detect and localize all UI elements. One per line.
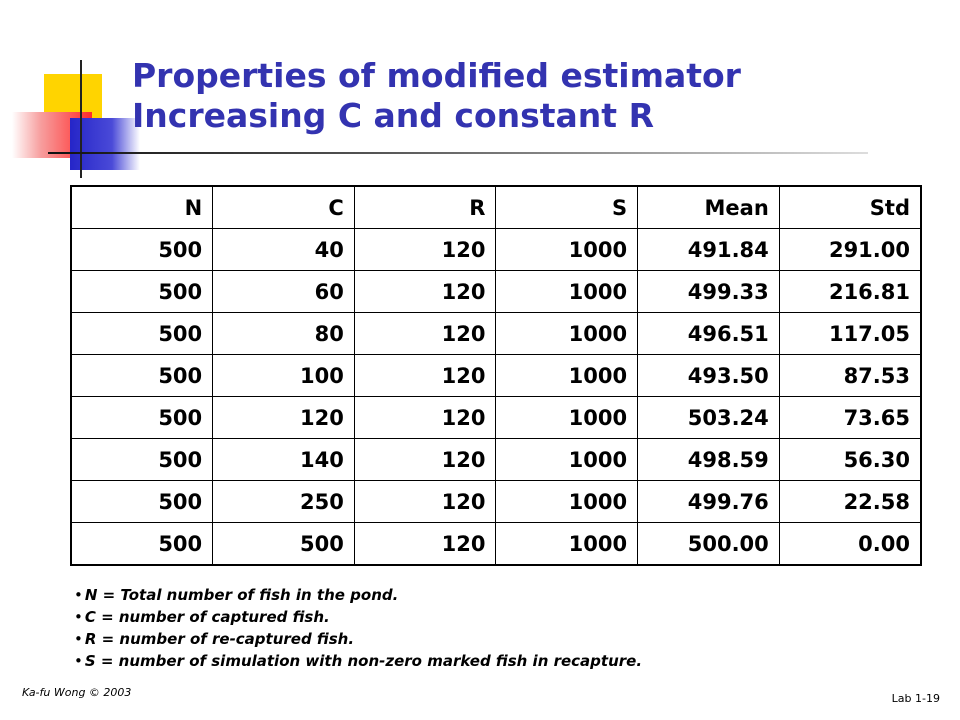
table-row: 500 250 120 1000 499.76 22.58 (70, 480, 922, 523)
cell-std: 216.81 (778, 270, 922, 313)
cell-std: 56.30 (778, 438, 922, 481)
cell-mean: 500.00 (637, 522, 780, 566)
table-row: 500 500 120 1000 500.00 0.00 (70, 522, 922, 566)
bullet-icon: • (74, 586, 83, 604)
cell-c: 250 (212, 480, 355, 523)
slide-title: Properties of modified estimator Increas… (132, 56, 741, 136)
cell-r: 120 (353, 522, 497, 566)
header-n: N (70, 185, 214, 229)
cell-mean: 503.24 (637, 396, 780, 439)
cell-s: 1000 (495, 270, 639, 313)
cell-c: 120 (212, 396, 355, 439)
cell-n: 500 (70, 480, 214, 523)
cell-r: 120 (353, 354, 497, 397)
cell-mean: 493.50 (637, 354, 780, 397)
cell-r: 120 (353, 396, 497, 439)
cell-r: 120 (353, 228, 497, 271)
table-row: 500 100 120 1000 493.50 87.53 (70, 354, 922, 397)
results-table: N C R S Mean Std 500 40 120 1000 491.84 … (70, 185, 922, 566)
title-underline (48, 152, 868, 154)
footer-author: Ka-fu Wong © 2003 (22, 686, 132, 699)
cell-r: 120 (353, 438, 497, 481)
cell-std: 87.53 (778, 354, 922, 397)
note-text: S = number of simulation with non-zero m… (84, 652, 643, 670)
cell-c: 80 (212, 312, 355, 355)
header-r: R (353, 185, 497, 229)
cell-std: 0.00 (778, 522, 922, 566)
cell-std: 22.58 (778, 480, 922, 523)
cell-mean: 499.76 (637, 480, 780, 523)
cell-s: 1000 (495, 396, 639, 439)
title-line-2: Increasing C and constant R (132, 96, 654, 135)
header-s: S (495, 185, 639, 229)
cell-r: 120 (353, 312, 497, 355)
note-text: C = number of captured fish. (84, 608, 330, 626)
table-row: 500 120 120 1000 503.24 73.65 (70, 396, 922, 439)
cell-mean: 499.33 (637, 270, 780, 313)
note-text: R = number of re-captured fish. (84, 630, 355, 648)
cell-s: 1000 (495, 480, 639, 523)
note-text: N = Total number of fish in the pond. (84, 586, 399, 604)
cell-c: 500 (212, 522, 355, 566)
decor-vertical-line (80, 60, 82, 178)
table-header-row: N C R S Mean Std (70, 185, 922, 229)
table-row: 500 60 120 1000 499.33 216.81 (70, 270, 922, 313)
header-std: Std (778, 185, 922, 229)
cell-s: 1000 (495, 522, 639, 566)
cell-std: 117.05 (778, 312, 922, 355)
list-item: • C = number of captured fish. (74, 606, 642, 628)
cell-c: 40 (212, 228, 355, 271)
cell-r: 120 (353, 480, 497, 523)
header-c: C (212, 185, 355, 229)
cell-n: 500 (70, 312, 214, 355)
footer-slide-number: Lab 1-19 (891, 692, 940, 705)
cell-n: 500 (70, 438, 214, 481)
cell-s: 1000 (495, 438, 639, 481)
table-row: 500 40 120 1000 491.84 291.00 (70, 228, 922, 271)
definitions-list: • N = Total number of fish in the pond. •… (74, 584, 642, 672)
title-line-1: Properties of modified estimator (132, 56, 741, 95)
cell-mean: 496.51 (637, 312, 780, 355)
cell-c: 60 (212, 270, 355, 313)
cell-c: 100 (212, 354, 355, 397)
bullet-icon: • (74, 652, 83, 670)
list-item: • S = number of simulation with non-zero … (74, 650, 642, 672)
cell-r: 120 (353, 270, 497, 313)
table-row: 500 140 120 1000 498.59 56.30 (70, 438, 922, 481)
cell-n: 500 (70, 354, 214, 397)
cell-std: 73.65 (778, 396, 922, 439)
bullet-icon: • (74, 608, 83, 626)
list-item: • N = Total number of fish in the pond. (74, 584, 642, 606)
cell-n: 500 (70, 522, 214, 566)
cell-mean: 491.84 (637, 228, 780, 271)
cell-n: 500 (70, 396, 214, 439)
cell-s: 1000 (495, 312, 639, 355)
cell-n: 500 (70, 270, 214, 313)
cell-c: 140 (212, 438, 355, 481)
bullet-icon: • (74, 630, 83, 648)
header-mean: Mean (637, 185, 780, 229)
table-row: 500 80 120 1000 496.51 117.05 (70, 312, 922, 355)
list-item: • R = number of re-captured fish. (74, 628, 642, 650)
cell-n: 500 (70, 228, 214, 271)
cell-s: 1000 (495, 354, 639, 397)
cell-s: 1000 (495, 228, 639, 271)
cell-std: 291.00 (778, 228, 922, 271)
cell-mean: 498.59 (637, 438, 780, 481)
